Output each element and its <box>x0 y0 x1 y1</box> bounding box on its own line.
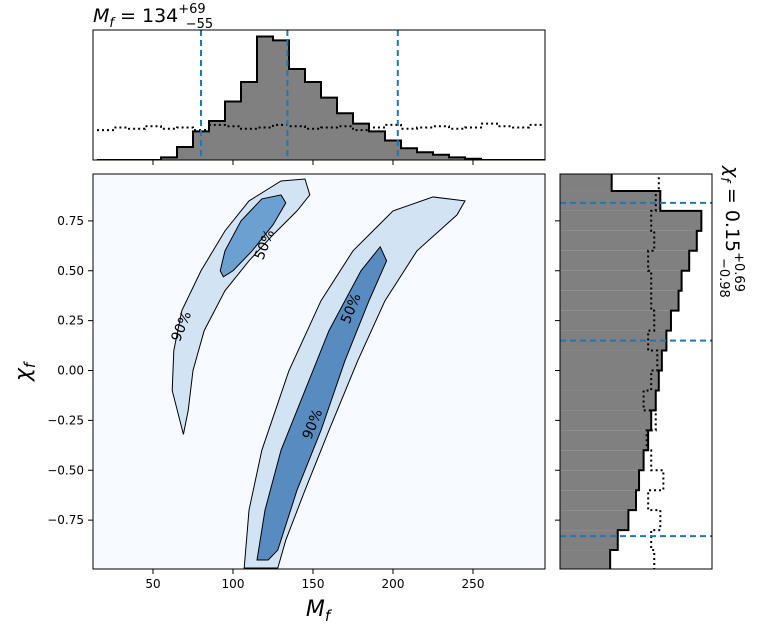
hist-bar <box>257 36 273 160</box>
hist-bar <box>560 430 649 451</box>
axes: 50 100 150 200 250 −0.75 −0.50 −0.25 0.00 0.25 0.5… <box>47 160 560 591</box>
top-title: Mf = 134+69 −55 <box>93 2 213 32</box>
top-frame <box>92 29 546 161</box>
hist-bar <box>560 350 662 371</box>
x-tick-label: 200 <box>382 577 405 591</box>
prior-step <box>642 174 665 569</box>
right-panel <box>560 174 712 569</box>
y-tick-label: 0.75 <box>57 214 84 228</box>
hist-bar <box>560 390 656 411</box>
x-tick-label: 50 <box>145 577 160 591</box>
y-axis-label: χf <box>11 360 39 382</box>
hist-bar <box>560 510 629 531</box>
main-frame <box>92 173 546 570</box>
hist-bar <box>560 270 682 291</box>
x-tick-label: 250 <box>462 577 485 591</box>
posterior-step <box>97 35 545 160</box>
hist-bar <box>177 147 193 160</box>
hist-bar <box>560 450 644 471</box>
hist-bar <box>225 101 241 160</box>
right-title: χf = 0.15+0.69−0.98 <box>716 165 746 298</box>
y-tick-label: 0.00 <box>57 364 84 378</box>
hist-bar <box>353 123 369 160</box>
hist-bar <box>241 82 257 160</box>
hist-bar <box>560 230 697 251</box>
prior-step <box>97 122 545 132</box>
hist-bar <box>560 490 636 511</box>
contour-3 <box>256 245 388 561</box>
hist-bar <box>209 121 225 160</box>
y-tick-label: 0.50 <box>57 264 84 278</box>
hist-bar <box>433 154 449 160</box>
hist-bar <box>560 190 661 211</box>
top-panel <box>97 30 545 160</box>
contour-2 <box>219 194 287 278</box>
hist-bar <box>560 370 659 391</box>
y-tick-label: −0.25 <box>47 413 84 427</box>
x-tick-label: 100 <box>222 577 245 591</box>
hist-bar <box>401 148 417 160</box>
y-tick-label: 0.25 <box>57 314 84 328</box>
hist-bar <box>560 530 618 551</box>
hist-bar <box>560 550 611 569</box>
hist-bar <box>161 157 177 160</box>
hist-bar <box>560 250 690 271</box>
x-tick-label: 150 <box>302 577 325 591</box>
y-tick-label: −0.50 <box>47 463 84 477</box>
x-axis-label: Mf <box>306 597 333 625</box>
hist-bar <box>337 113 353 160</box>
hist-bar <box>560 470 640 491</box>
hist-bar <box>321 97 337 160</box>
posterior-step <box>609 174 703 569</box>
hist-bar <box>369 131 385 160</box>
y-tick-label: −0.75 <box>47 513 84 527</box>
hist-bar <box>449 157 465 160</box>
hist-bar <box>560 410 652 431</box>
hist-bar <box>560 174 612 191</box>
hist-bar <box>273 40 289 160</box>
hist-bar <box>560 310 671 331</box>
hist-bar <box>417 152 433 160</box>
hist-bar <box>289 69 305 160</box>
right-frame <box>559 173 713 570</box>
hist-bar <box>560 290 679 311</box>
hist-bar <box>560 210 702 231</box>
hist-bar <box>305 82 321 160</box>
